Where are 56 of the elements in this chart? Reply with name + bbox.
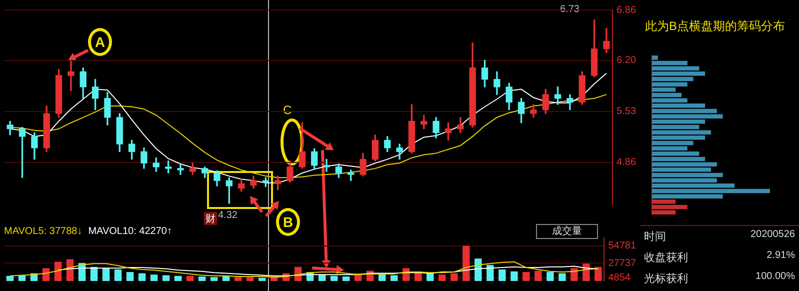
text: 收盘获利: [644, 251, 688, 265]
bar: [594, 266, 602, 281]
text: B: [276, 208, 300, 236]
bar: [438, 274, 446, 281]
text: MAVOL10: 42270↑: [88, 226, 172, 237]
y-tick-label: 4.86: [616, 157, 636, 168]
y-tick-label: 6.86: [616, 4, 636, 16]
bar: [126, 272, 134, 281]
bar: [162, 275, 170, 281]
y-tick-label: 27737: [608, 258, 636, 269]
bar: [462, 246, 470, 281]
bar: [498, 269, 506, 281]
y-tick-label: 54781: [608, 240, 636, 252]
text: MAVOL5: 37788↓: [4, 226, 82, 237]
bar: [102, 268, 110, 281]
y-tick-label: 6.20: [616, 55, 636, 66]
bar: [54, 262, 62, 281]
bar: [150, 274, 158, 281]
bar: [246, 277, 254, 281]
bar: [342, 276, 350, 281]
text: 2.91%: [766, 250, 795, 263]
text: 4.32: [218, 210, 238, 222]
text: 20200526: [750, 229, 795, 242]
bar: [390, 275, 398, 281]
y-tick-label: 5.53: [616, 106, 636, 118]
text: 光标获利: [644, 272, 688, 286]
bar: [510, 271, 518, 281]
bar: [114, 269, 122, 281]
bar: [318, 274, 326, 281]
annotation: A: [88, 28, 112, 56]
bar: [186, 276, 194, 281]
bar: [486, 264, 494, 281]
bar: [378, 274, 386, 281]
bar: [174, 276, 182, 281]
bar: [198, 276, 206, 281]
text: 100.00%: [756, 271, 795, 284]
bar: [426, 273, 434, 281]
bar: [474, 258, 482, 281]
bar: [558, 273, 566, 281]
bar: [522, 272, 530, 281]
bar: [570, 268, 578, 281]
bar: [6, 276, 14, 281]
text: 成交量: [536, 224, 598, 239]
bar: [234, 277, 242, 281]
bar: [138, 273, 146, 281]
bar: [546, 272, 554, 281]
bar: [330, 276, 338, 281]
bar: [258, 278, 266, 281]
bar: [534, 270, 542, 281]
bar: [42, 268, 50, 281]
y-tick-label: 4854: [608, 272, 631, 284]
bar: [450, 273, 458, 281]
bar: [210, 277, 218, 281]
text: 此为B点横盘期的筹码分布: [644, 18, 786, 35]
text: 时间: [644, 230, 666, 244]
text: 财: [204, 212, 217, 225]
